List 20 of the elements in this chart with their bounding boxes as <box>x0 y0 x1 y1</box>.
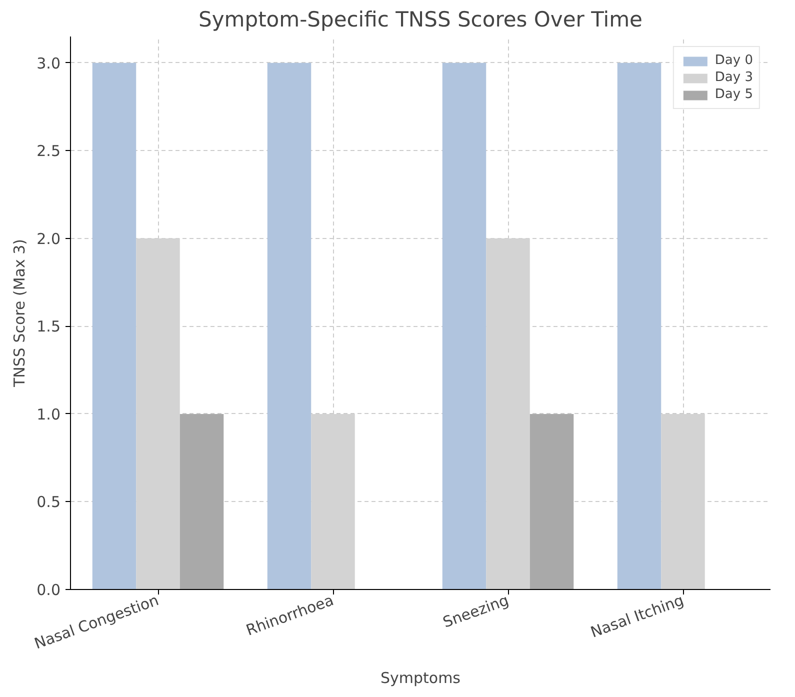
x-axis-title: Symptoms <box>380 669 461 688</box>
bar <box>442 62 486 590</box>
bar <box>180 414 224 590</box>
y-tick-label: 0.5 <box>36 493 61 512</box>
legend-label: Day 3 <box>714 70 753 85</box>
y-tick-label: 1.0 <box>36 405 61 424</box>
y-tick-label: 0.0 <box>36 581 61 599</box>
y-tick-label: 3.0 <box>36 54 61 72</box>
bar <box>267 62 312 590</box>
y-tick-label: 2.0 <box>36 230 61 248</box>
y-axis-title: TNSS Score (Max 3) <box>10 238 29 388</box>
chart-title: Symptom-Specific TNSS Scores Over Time <box>198 8 642 32</box>
y-tick-label: 1.5 <box>36 318 61 336</box>
bar <box>617 62 662 590</box>
bar <box>92 62 136 590</box>
x-tick-label: Nasal Itching <box>588 591 686 642</box>
legend-label: Day 5 <box>714 87 753 102</box>
legend-label: Day 0 <box>714 53 753 68</box>
bar <box>530 414 574 590</box>
y-tick-label: 2.5 <box>36 142 61 160</box>
